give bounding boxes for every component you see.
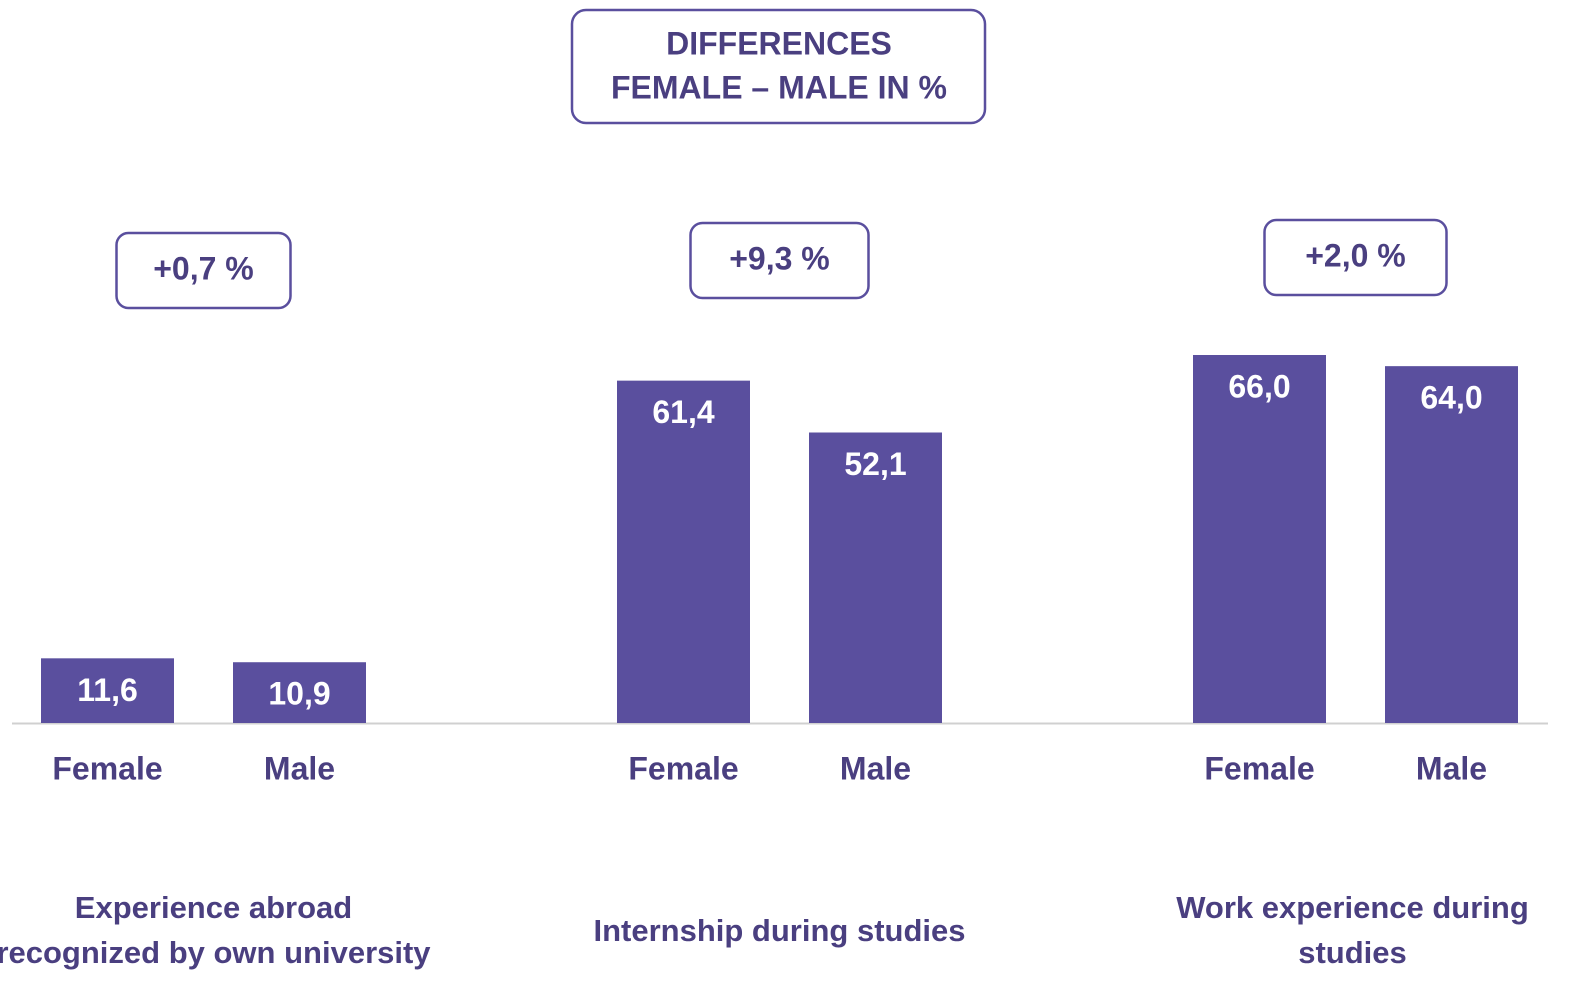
value-label: 66,0	[1228, 368, 1290, 404]
series-label: Female	[1204, 750, 1314, 786]
series-label: Male	[840, 750, 911, 786]
group-label: Internship during studies	[593, 912, 966, 948]
title-box	[570, 8, 987, 125]
value-label: 11,6	[77, 672, 138, 708]
bar	[1385, 366, 1518, 723]
chart-title: DIFFERENCES	[666, 25, 892, 61]
value-label: 10,9	[268, 676, 330, 712]
annotation-box	[689, 221, 870, 300]
series-label: Male	[264, 750, 335, 786]
annotation: +9,3 %	[729, 240, 830, 276]
chart-title: FEMALE – MALE IN %	[611, 69, 947, 105]
series-label: Male	[1416, 750, 1487, 786]
group-label: Experience abroad recognized by own univ…	[0, 890, 431, 970]
bar	[233, 662, 366, 723]
series-label: Female	[52, 750, 162, 786]
bar	[1193, 355, 1326, 723]
bar	[809, 432, 942, 723]
bar	[617, 380, 750, 723]
value-label: 52,1	[844, 446, 906, 482]
value-label: 64,0	[1420, 380, 1482, 416]
annotation-box	[115, 231, 292, 310]
annotation: +0,7 %	[153, 250, 254, 286]
bar	[41, 658, 174, 723]
series-label: Female	[628, 750, 738, 786]
annotation: +2,0 %	[1305, 237, 1406, 273]
group-label: Work experience during studies	[1176, 890, 1529, 970]
annotation-box	[1263, 218, 1448, 297]
value-label: 61,4	[652, 394, 714, 430]
